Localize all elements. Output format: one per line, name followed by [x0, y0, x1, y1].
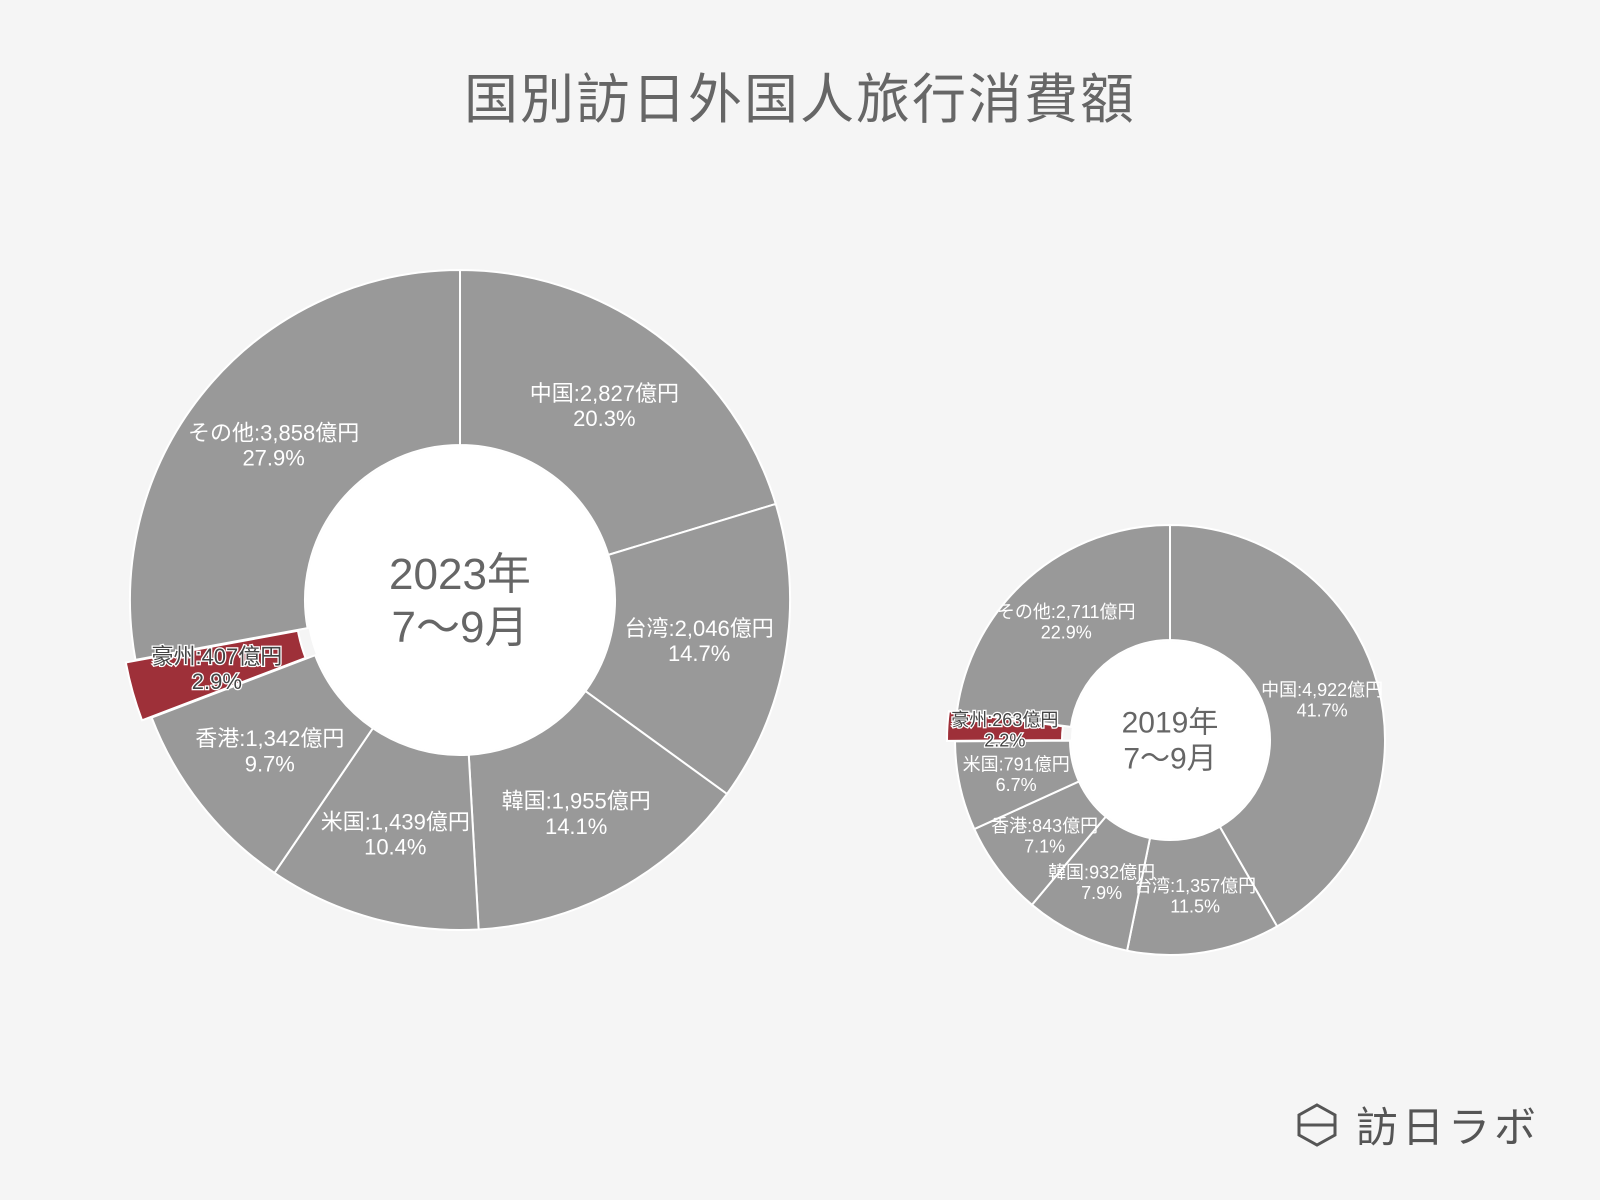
- donut-charts-svg: 2023年7〜9月中国:2,827億円20.3%台湾:2,046億円14.7%韓…: [0, 200, 1600, 1100]
- slice-label-percent: 14.7%: [668, 641, 730, 666]
- slice-label-value: 豪州:263億円: [951, 710, 1058, 730]
- donut-center-line1: 2019年: [1122, 707, 1219, 740]
- donut-center-line2: 7〜9月: [1123, 743, 1216, 776]
- slice-label-percent: 7.9%: [1081, 883, 1122, 903]
- slice-label-percent: 2.2%: [984, 731, 1025, 751]
- slice-label-value: 韓国:1,955億円: [502, 788, 651, 813]
- brand-text: 訪日ラボ: [1356, 1094, 1540, 1155]
- slice-label-value: 台湾:2,046億円: [625, 616, 774, 641]
- slice-label-value: 米国:791億円: [963, 754, 1070, 774]
- slice-label-percent: 14.1%: [545, 814, 607, 839]
- slice-label-percent: 11.5%: [1170, 897, 1220, 917]
- slice-label-value: その他:2,711億円: [997, 602, 1136, 622]
- slice-label-value: 米国:1,439億円: [321, 809, 470, 834]
- slice-label-value: 豪州:407億円: [151, 644, 282, 669]
- slice-label-value: 韓国:932億円: [1048, 862, 1155, 882]
- slice-label-percent: 10.4%: [364, 835, 426, 860]
- slice-label-value: 中国:4,922億円: [1261, 680, 1383, 700]
- slice-label-percent: 22.9%: [1041, 623, 1092, 643]
- charts-area: 2023年7〜9月中国:2,827億円20.3%台湾:2,046億円14.7%韓…: [0, 200, 1600, 1100]
- chart-title: 国別訪日外国人旅行消費額: [0, 55, 1600, 134]
- donut-hole: [1071, 641, 1269, 839]
- slice-label-value: 香港:1,342億円: [195, 726, 344, 751]
- slice-label-value: その他:3,858億円: [188, 420, 359, 445]
- slice-label-percent: 27.9%: [242, 446, 304, 471]
- slice-label-percent: 7.1%: [1024, 836, 1065, 856]
- slice-label-percent: 6.7%: [996, 775, 1037, 795]
- slice-label-percent: 9.7%: [245, 751, 295, 776]
- donut-hole: [306, 446, 614, 754]
- donut-center-line2: 7〜9月: [392, 603, 529, 652]
- slice-label-value: 中国:2,827億円: [530, 381, 679, 406]
- donut-center-line1: 2023年: [389, 550, 531, 599]
- brand-logo: 訪日ラボ: [1294, 1094, 1540, 1155]
- slice-label-percent: 2.9%: [192, 669, 242, 694]
- brand-icon: [1294, 1102, 1340, 1148]
- slice-label-value: 香港:843億円: [991, 816, 1098, 836]
- slice-label-percent: 41.7%: [1297, 700, 1348, 720]
- slice-label-percent: 20.3%: [573, 406, 635, 431]
